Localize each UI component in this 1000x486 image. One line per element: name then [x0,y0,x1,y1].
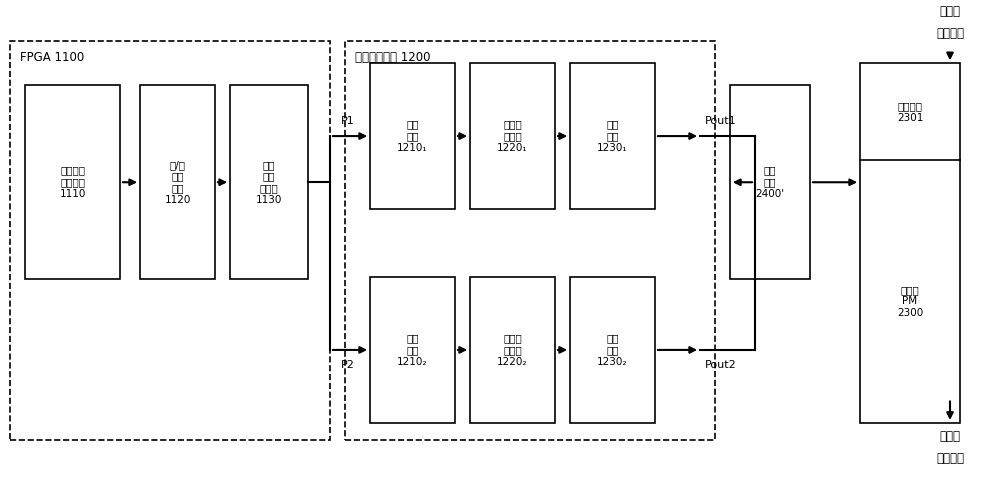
Text: 并/串
转换
单元
1120: 并/串 转换 单元 1120 [164,160,191,205]
FancyBboxPatch shape [570,277,655,423]
Text: FPGA 1100: FPGA 1100 [20,51,84,64]
Text: P2: P2 [341,360,355,370]
Text: 增益放
大单元
1220₁: 增益放 大单元 1220₁ [497,120,528,153]
Text: 信号输入: 信号输入 [936,27,964,40]
Text: P1: P1 [341,116,355,126]
Text: 衰减
单元
1230₂: 衰减 单元 1230₂ [597,333,628,366]
Text: 增益控制网络 1200: 增益控制网络 1200 [355,51,430,64]
Text: 信号输出: 信号输出 [936,452,964,465]
FancyBboxPatch shape [730,85,810,279]
Text: 衰减
单元
1210₂: 衰减 单元 1210₂ [397,333,428,366]
FancyBboxPatch shape [860,63,960,423]
Text: Pout1: Pout1 [705,116,737,126]
Text: 光量子: 光量子 [940,5,960,18]
Text: 衰减
单元
1230₁: 衰减 单元 1230₁ [597,120,628,153]
FancyBboxPatch shape [140,85,215,279]
Text: 单电极
PM
2300: 单电极 PM 2300 [897,285,923,318]
Text: 高速
串行
收发器
1130: 高速 串行 收发器 1130 [256,160,282,205]
FancyBboxPatch shape [470,277,555,423]
FancyBboxPatch shape [470,63,555,209]
FancyBboxPatch shape [230,85,308,279]
FancyBboxPatch shape [370,63,455,209]
Text: Pout2: Pout2 [705,360,737,370]
Text: 驱动电极
2301: 驱动电极 2301 [897,101,923,122]
Text: 光量子: 光量子 [940,430,960,443]
Text: 增益放
大单元
1220₂: 增益放 大单元 1220₂ [497,333,528,366]
FancyBboxPatch shape [25,85,120,279]
FancyBboxPatch shape [370,277,455,423]
Text: 加法
电路
2400': 加法 电路 2400' [755,166,785,199]
FancyBboxPatch shape [570,63,655,209]
Text: 随机信号
产生单元
1110: 随机信号 产生单元 1110 [59,166,86,199]
Text: 衰减
单元
1210₁: 衰减 单元 1210₁ [397,120,428,153]
